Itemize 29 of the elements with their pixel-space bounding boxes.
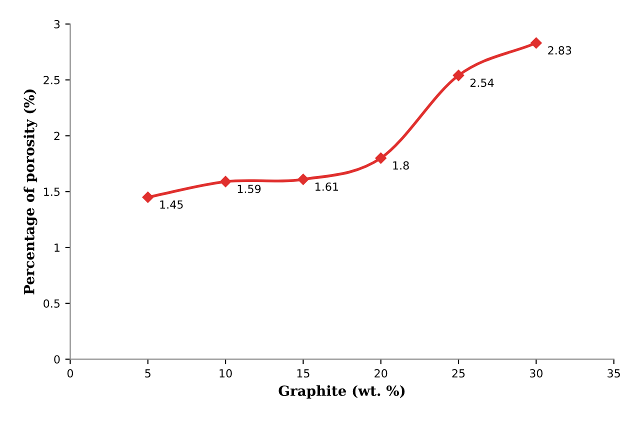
x-tick-label: 5 [145, 369, 150, 378]
y-tick-label: 3 [54, 20, 60, 28]
x-tick-label: 30 [530, 369, 543, 378]
data-label: 2.54 [470, 78, 494, 87]
x-tick-label: 10 [220, 369, 232, 378]
y-axis-title: Percentage of porosity (%) [24, 90, 38, 294]
x-axis-title: Graphite (wt. %) [278, 385, 405, 399]
x-tick-label: 25 [452, 369, 465, 378]
point [530, 37, 542, 49]
data-label: 1.45 [160, 200, 183, 209]
point [298, 174, 309, 185]
y-tick-label: 1 [54, 244, 60, 252]
x-tick-label: 15 [297, 369, 310, 378]
point [452, 70, 464, 82]
x-tick-label: 0 [67, 369, 74, 378]
point [375, 152, 386, 164]
point [220, 176, 232, 188]
y-tick-label: 1.5 [44, 188, 60, 196]
point [142, 192, 154, 203]
y-tick-label: 2.5 [44, 76, 60, 84]
data-label: 1.61 [316, 182, 338, 191]
x-tick-label: 35 [608, 369, 620, 378]
data-label: 1.8 [393, 161, 409, 170]
data-label: 2.83 [548, 46, 572, 55]
data-label: 1.59 [238, 184, 261, 194]
x-tick-label: 20 [374, 369, 388, 378]
y-tick-label: 0.5 [44, 299, 60, 308]
y-tick-label: 2 [54, 132, 60, 140]
y-tick-label: 0 [54, 355, 60, 364]
